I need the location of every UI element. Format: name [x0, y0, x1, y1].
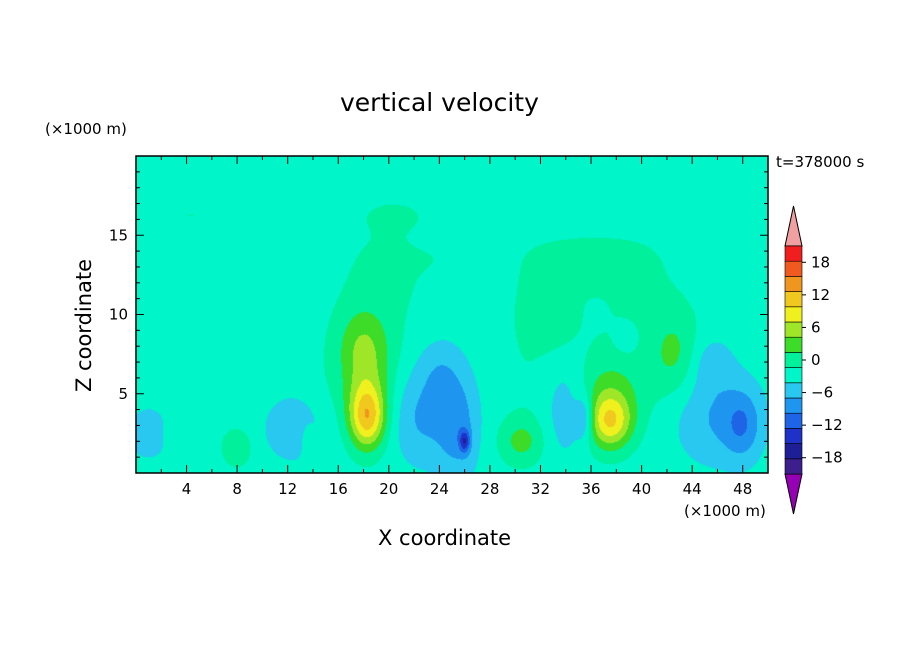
time-label: t=378000 s [776, 153, 865, 171]
x-tick-label: 48 [733, 480, 752, 498]
colorbar-segment [784, 397, 803, 414]
velocity-field-contours [136, 156, 768, 473]
colorbar-label: −6 [811, 384, 833, 402]
x-tick-label: 8 [232, 480, 242, 498]
colorbar-label: 18 [811, 253, 830, 271]
colorbar-segment [784, 321, 803, 338]
colorbar: 18 12 6 0 −6 −12 −18 [784, 205, 843, 515]
x-tick-label: 36 [581, 480, 600, 498]
colorbar-segment [784, 260, 803, 277]
y-tick-label: 5 [118, 385, 128, 403]
colorbar-label: 6 [811, 318, 821, 336]
colorbar-segment [784, 245, 803, 262]
colorbar-segment [784, 428, 803, 444]
colorbar-label: −18 [811, 449, 843, 467]
x-tick-label: 28 [480, 480, 499, 498]
colorbar-segment [784, 443, 803, 460]
colorbar-segment [784, 306, 803, 323]
x-tick-label: 20 [379, 480, 398, 498]
y-tick-label: 10 [109, 306, 128, 324]
x-axis-label: X coordinate [378, 526, 512, 550]
y-tick-label: 15 [109, 226, 128, 244]
chart-title: vertical velocity [340, 88, 539, 117]
colorbar-segment [784, 412, 803, 429]
y-axis-label: Z coordinate [72, 258, 96, 392]
colorbar-segment [784, 336, 803, 353]
x-axis-unit: (×1000 m) [684, 502, 766, 520]
colorbar-segment [784, 458, 803, 475]
colorbar-segment [784, 291, 803, 308]
colorbar-segment [784, 276, 803, 292]
y-axis-unit: (×1000 m) [45, 120, 127, 138]
x-tick-label: 16 [329, 480, 348, 498]
x-tick-label: 4 [182, 480, 192, 498]
colorbar-label: 0 [811, 351, 821, 369]
colorbar-segment [784, 367, 803, 384]
colorbar-under-arrow [784, 473, 803, 515]
x-tick-label: 32 [531, 480, 550, 498]
colorbar-over-arrow [784, 205, 803, 247]
y-axis-ticks: 5 10 15 [109, 171, 768, 458]
x-tick-label: 44 [683, 480, 702, 498]
x-tick-label: 40 [632, 480, 651, 498]
colorbar-label: 12 [811, 286, 830, 304]
x-tick-label: 24 [430, 480, 449, 498]
x-tick-label: 12 [278, 480, 297, 498]
colorbar-segment [784, 382, 803, 399]
colorbar-segment [784, 352, 803, 368]
colorbar-label: −12 [811, 416, 843, 434]
x-axis-ticks: 4 8 12 16 20 24 28 32 36 40 44 48 [160, 156, 769, 498]
